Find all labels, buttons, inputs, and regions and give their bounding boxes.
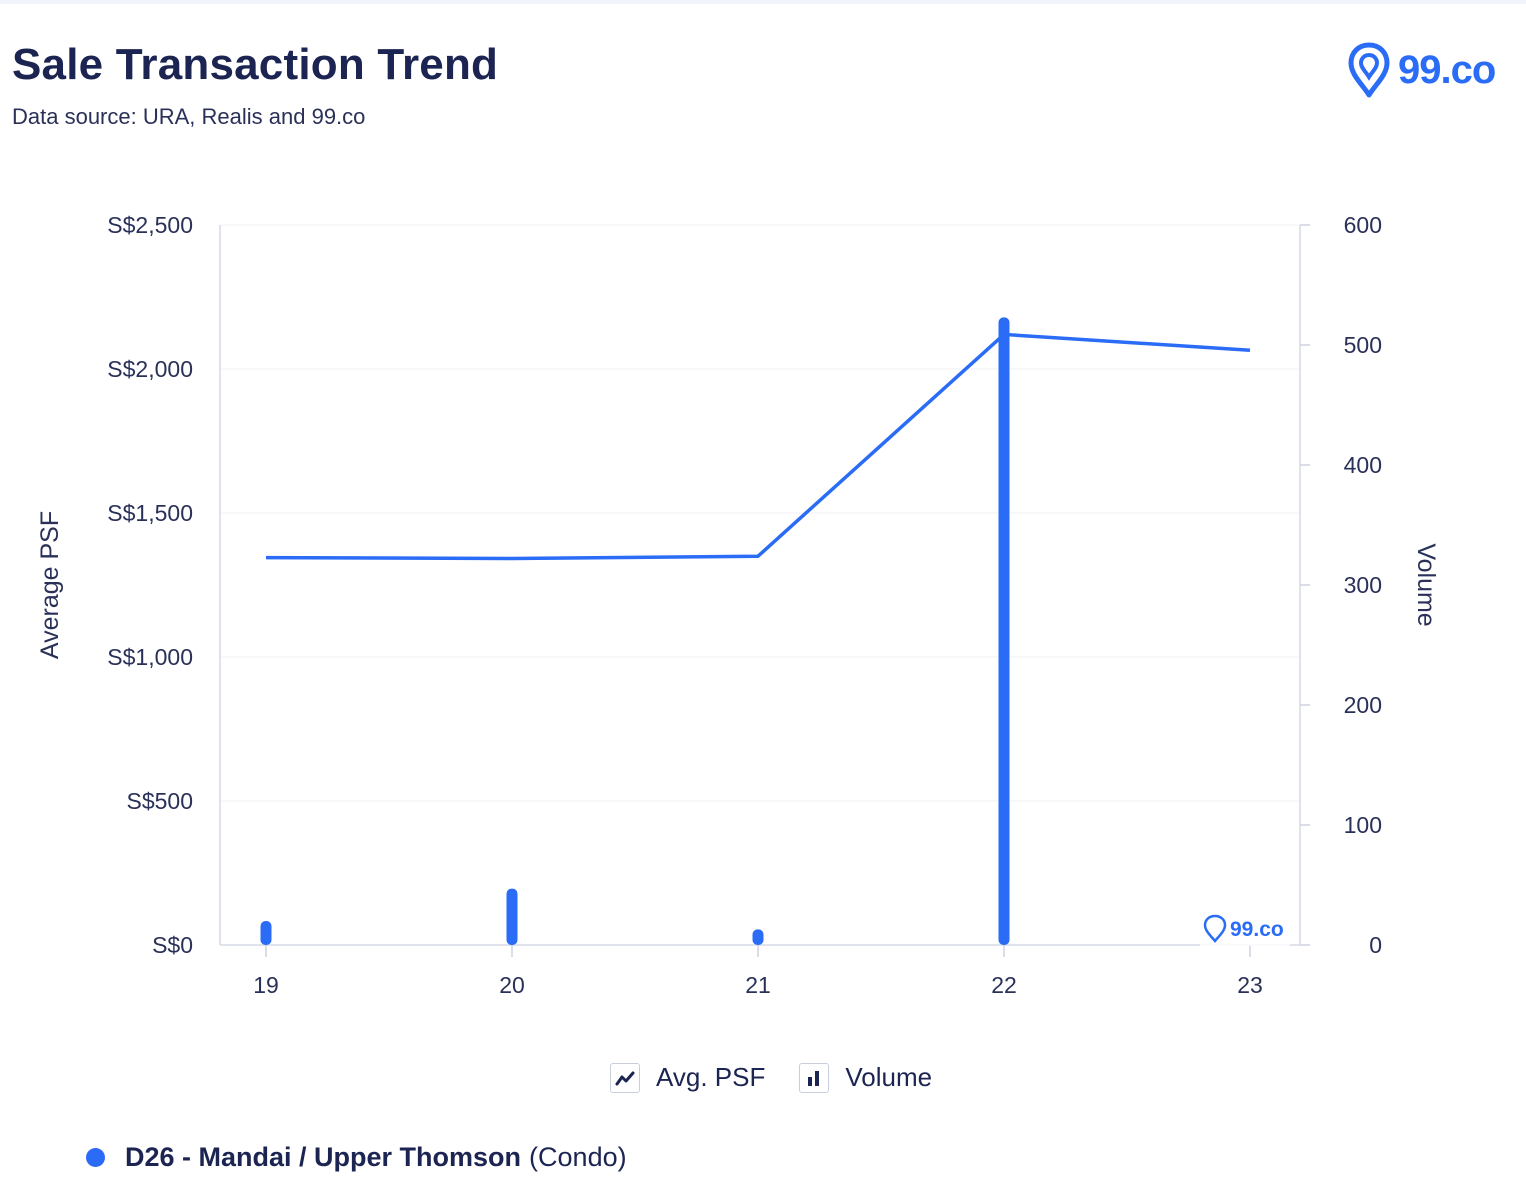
- y-left-tick-label: S$2,000: [107, 356, 193, 382]
- brand-logo: 99.co: [1346, 40, 1516, 100]
- legend-label-volume: Volume: [845, 1062, 933, 1092]
- chart-legend: Avg. PSF Volume: [610, 1062, 932, 1093]
- y-left-tick-label: S$1,000: [107, 644, 193, 670]
- top-border: [0, 0, 1526, 4]
- legend-item-avg-psf[interactable]: Avg. PSF: [610, 1062, 765, 1093]
- x-axis-ticks: 19 20 21 22 23: [253, 945, 1263, 998]
- y-left-tick-label: S$500: [126, 788, 193, 814]
- series-name: D26 - Mandai / Upper Thomson: [125, 1142, 522, 1172]
- series-type: (Condo): [529, 1142, 627, 1172]
- x-tick-label: 20: [499, 972, 525, 998]
- x-tick-label: 22: [991, 972, 1017, 998]
- x-tick-label: 21: [745, 972, 771, 998]
- y-axis-left-title: Average PSF: [36, 511, 64, 659]
- grid-lines: [220, 224, 1300, 802]
- data-source-subtitle: Data source: URA, Realis and 99.co: [12, 104, 366, 129]
- bar-chart-icon: [799, 1062, 830, 1093]
- series-filter-item[interactable]: D26 - Mandai / Upper Thomson (Condo): [86, 1142, 627, 1173]
- legend-item-volume[interactable]: Volume: [799, 1062, 932, 1093]
- avg-psf-line: [265, 332, 1251, 561]
- y-right-tick-label: 0: [1369, 932, 1382, 958]
- y-left-tick-label: S$2,500: [107, 212, 193, 238]
- watermark-text: 99.co: [1230, 918, 1284, 941]
- y-right-tick-label: 400: [1344, 452, 1382, 478]
- left-axis-ticks: S$0 S$500 S$1,000 S$1,500 S$2,000 S$2,500: [107, 212, 193, 958]
- volume-bar: [752, 929, 764, 945]
- watermark-logo: 99.co: [1200, 912, 1290, 946]
- y-right-tick-label: 100: [1344, 812, 1382, 838]
- y-right-tick-label: 500: [1344, 332, 1382, 358]
- watermark-pin-icon: [1203, 914, 1227, 944]
- logo-text: 99.co: [1398, 47, 1496, 92]
- volume-bars: [260, 317, 1010, 945]
- volume-bar: [506, 888, 518, 945]
- y-right-tick-label: 300: [1344, 572, 1382, 598]
- volume-bar: [998, 317, 1010, 945]
- line-chart-icon: [610, 1062, 640, 1093]
- volume-bar: [260, 921, 272, 945]
- y-right-tick-label: 200: [1344, 692, 1382, 718]
- chart-watermark: 99.co: [1200, 912, 1290, 946]
- legend-label-avg-psf: Avg. PSF: [656, 1062, 766, 1092]
- series-color-dot: [86, 1148, 105, 1167]
- right-axis-ticks: 0 100 200 300 400 500 600: [1300, 212, 1382, 958]
- y-axis-right-title: Volume: [1412, 543, 1440, 626]
- y-left-tick-label: S$0: [152, 932, 193, 958]
- page-title: Sale Transaction Trend: [12, 40, 499, 89]
- location-pin-icon: [1348, 42, 1390, 98]
- y-right-tick-label: 600: [1344, 212, 1382, 238]
- x-tick-label: 19: [253, 972, 279, 998]
- x-tick-label: 23: [1237, 972, 1263, 998]
- y-left-tick-label: S$1,500: [107, 500, 193, 526]
